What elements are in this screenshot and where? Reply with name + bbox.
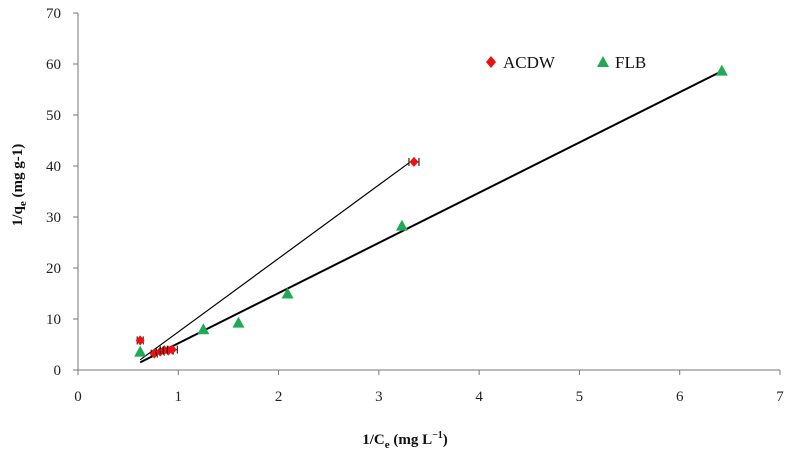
fit-line-flb: [139, 70, 723, 364]
x-tick-label: 0: [74, 389, 82, 405]
axes: [77, 13, 780, 371]
legend-flb-marker: [597, 56, 609, 67]
legend-flb-label: FLB: [615, 53, 646, 72]
acdw-point: [167, 344, 177, 355]
acdw-point: [409, 156, 419, 167]
flb-point: [395, 219, 408, 231]
y-tick-label: 40: [46, 159, 61, 175]
flb-point: [197, 323, 210, 335]
y-tick-label: 30: [46, 210, 61, 226]
legend-acdw-label: ACDW: [503, 53, 556, 72]
acdw-point: [135, 335, 145, 346]
data-points: [134, 64, 728, 359]
x-tick-label: 4: [475, 389, 483, 405]
flb-point: [232, 316, 245, 328]
y-axis-title: 1/qe (mg g-1): [10, 144, 29, 226]
x-tick-label: 3: [375, 389, 383, 405]
y-tick-label: 20: [46, 261, 61, 277]
y-tick-label: 10: [46, 312, 61, 328]
flb-point: [715, 64, 728, 76]
x-tick-label: 7: [776, 389, 784, 405]
flb-point: [134, 345, 147, 357]
fit-lines: [139, 70, 723, 364]
x-tick-label: 5: [576, 389, 584, 405]
flb-point: [281, 287, 294, 299]
legend-item-flb: FLB: [597, 53, 646, 72]
x-tick-label: 6: [676, 389, 684, 405]
x-axis-title: 1/Ce (mg L−1): [362, 430, 448, 451]
y-tick-label: 60: [46, 57, 61, 73]
fit-line-acdw: [139, 162, 410, 361]
y-tick-label: 50: [46, 108, 61, 124]
legend: ACDW FLB: [486, 53, 646, 72]
y-tick-label: 0: [54, 363, 62, 379]
legend-item-acdw: ACDW: [486, 53, 556, 72]
legend-acdw-marker: [486, 56, 496, 68]
y-tick-label: 70: [46, 6, 61, 22]
x-tick-label: 1: [175, 389, 183, 405]
x-tick-label: 2: [275, 389, 283, 405]
